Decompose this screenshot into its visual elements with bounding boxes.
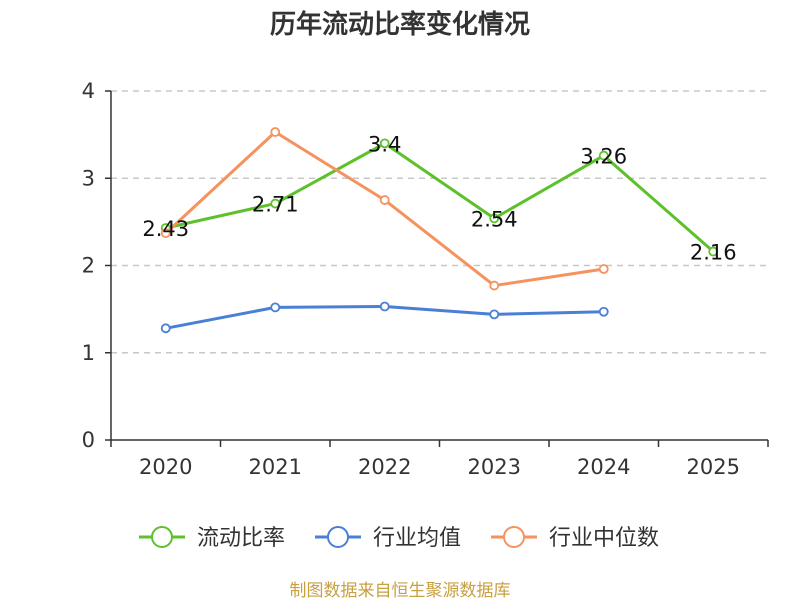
- legend-marker-2: [503, 526, 525, 548]
- series-1-point-2020: [160, 323, 171, 334]
- x-tick-label-2020: 2020: [139, 455, 192, 479]
- series-2-point-2022: [379, 195, 390, 205]
- y-tick-label-1: 1: [82, 341, 95, 365]
- y-tick-label-3: 3: [82, 166, 95, 190]
- series-0-point-2022: [379, 138, 390, 149]
- legend-item-0: 流动比率: [139, 526, 285, 551]
- y-tick-label-4: 4: [82, 79, 95, 103]
- series-0-point-2024: [598, 150, 609, 161]
- series-0-point-2025: [708, 246, 719, 257]
- legend-label-1: 行业均值: [373, 526, 461, 551]
- legend-marker-0: [151, 526, 173, 548]
- data-label-2020: 2.43: [142, 217, 189, 241]
- data-label-2024: 3.26: [580, 145, 627, 169]
- legend: 流动比率 行业均值 行业中位数: [139, 526, 659, 551]
- series-1-point-2022: [379, 301, 390, 312]
- series-1-point-2021: [270, 302, 281, 313]
- series-2-point-2024: [598, 264, 609, 274]
- legend-item-2: 行业中位数: [491, 526, 659, 551]
- grid-lines: [111, 90, 768, 354]
- series-2-point-2021: [270, 127, 281, 137]
- x-tick-label-2025: 2025: [687, 455, 740, 479]
- x-tick-label-2024: 2024: [577, 455, 630, 479]
- series-line-0: [165, 141, 715, 253]
- data-label-2022: 3.4: [368, 132, 401, 156]
- data-label-2025: 2.16: [690, 241, 737, 265]
- series-2-point-2023: [489, 280, 500, 291]
- axes: 0 1 2 3 4 2020 2021 2022 2023 2024 2025: [82, 79, 769, 479]
- series-1-point-2023: [489, 309, 500, 320]
- data-label-2021: 2.71: [252, 193, 299, 217]
- series-1-point-2024: [598, 306, 609, 317]
- x-tick-label-2023: 2023: [468, 455, 521, 479]
- series-lines: [160, 127, 719, 334]
- data-label-2023: 2.54: [471, 207, 518, 231]
- source-note: 制图数据来自恒生聚源数据库: [290, 581, 511, 600]
- series-0-point-2021: [270, 198, 281, 209]
- data-labels: 2.43 2.71 3.4 2.54 3.26 2.16: [142, 132, 736, 264]
- chart-title: 历年流动比率变化情况: [270, 9, 530, 40]
- y-tick-label-2: 2: [82, 254, 95, 278]
- legend-item-1: 行业均值: [315, 526, 461, 551]
- legend-label-2: 行业中位数: [549, 526, 659, 551]
- legend-marker-1: [327, 526, 349, 548]
- x-tick-label-2021: 2021: [249, 455, 302, 479]
- x-tick-label-2022: 2022: [358, 455, 411, 479]
- series-2-point-2020: [160, 228, 171, 239]
- legend-label-0: 流动比率: [197, 526, 285, 551]
- series-0-point-2023: [489, 213, 500, 224]
- y-tick-label-0: 0: [82, 428, 95, 452]
